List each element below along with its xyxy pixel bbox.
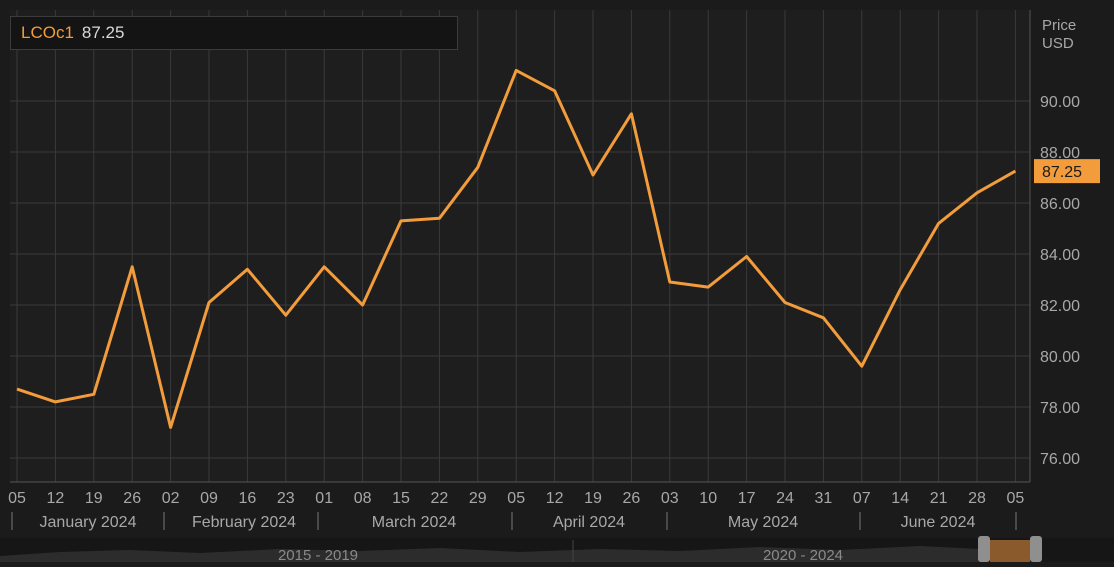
x-tick-label: 26 [123,490,141,507]
month-label: March 2024 [372,514,457,531]
x-tick-label: 01 [315,490,333,507]
navigator-label: 2020 - 2024 [763,547,843,562]
x-tick-label: 21 [930,490,948,507]
x-tick-label: 24 [776,490,794,507]
navigator-handle-right[interactable] [1030,536,1042,562]
x-tick-label: 17 [738,490,756,507]
x-tick-label: 05 [8,490,26,507]
x-tick-label: 10 [699,490,717,507]
x-tick-label: 05 [1007,490,1025,507]
y-tick-label: 84.00 [1040,247,1080,264]
month-label: February 2024 [192,514,296,531]
x-tick-label: 07 [853,490,871,507]
x-tick-label: 15 [392,490,410,507]
x-tick-label: 22 [431,490,449,507]
y-tick-label: 80.00 [1040,349,1080,366]
navigator-window [990,540,1030,562]
navigator-handle-left[interactable] [978,536,990,562]
y-unit-label: USD [1042,35,1074,52]
y-tick-label: 86.00 [1040,196,1080,213]
y-tick-label: 82.00 [1040,298,1080,315]
month-label: June 2024 [901,514,976,531]
x-tick-label: 03 [661,490,679,507]
x-tick-label: 19 [85,490,103,507]
y-tick-label: 78.00 [1040,400,1080,417]
x-tick-label: 09 [200,490,218,507]
x-tick-label: 23 [277,490,295,507]
x-tick-label: 08 [354,490,372,507]
x-tick-label: 19 [584,490,602,507]
x-tick-label: 16 [239,490,257,507]
month-label: January 2024 [40,514,137,531]
last-price-label: 87.25 [1042,164,1082,181]
legend-box: LCOc1 87.25 [10,16,458,50]
plot-area [10,10,1030,482]
x-tick-label: 29 [469,490,487,507]
x-tick-label: 28 [968,490,986,507]
x-tick-label: 26 [623,490,641,507]
month-label: May 2024 [728,514,798,531]
x-tick-label: 05 [507,490,525,507]
y-unit-label: Price [1042,17,1076,34]
month-label: April 2024 [553,514,625,531]
x-tick-label: 12 [546,490,564,507]
navigator-label: 2015 - 2019 [278,547,358,562]
y-tick-label: 76.00 [1040,451,1080,468]
y-tick-label: 90.00 [1040,94,1080,111]
legend-symbol: LCOc1 [21,23,74,43]
x-tick-label: 14 [891,490,909,507]
legend-value: 87.25 [82,23,125,43]
x-tick-label: 12 [47,490,65,507]
x-tick-label: 31 [815,490,833,507]
x-tick-label: 02 [162,490,180,507]
